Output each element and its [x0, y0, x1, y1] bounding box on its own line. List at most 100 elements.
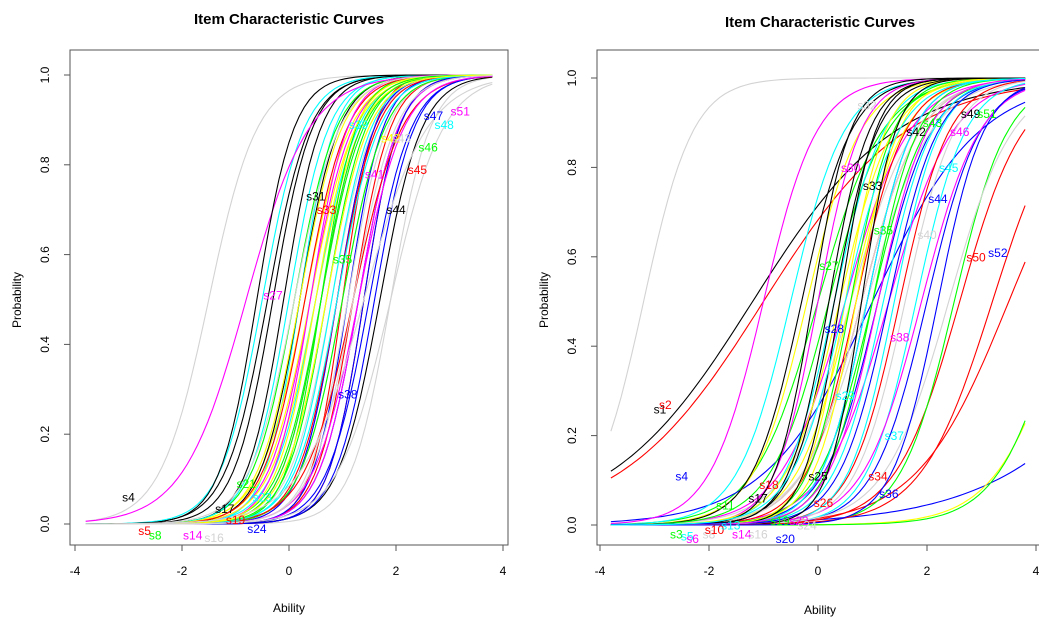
x-tick-label: -4 — [70, 564, 81, 578]
y-tick-label: 0.8 — [38, 156, 52, 173]
item-label-s28: s28 — [825, 322, 845, 336]
item-label-s22: s22 — [789, 514, 809, 528]
item-label-s38: s38 — [890, 331, 910, 345]
item-label-s48: s48 — [434, 118, 454, 132]
item-label-s24: s24 — [797, 518, 817, 532]
y-tick-label: 0.0 — [565, 516, 579, 533]
y-tick-label: 0.4 — [38, 336, 52, 353]
item-label-s27: s27 — [819, 259, 839, 273]
item-label-s5: s5 — [138, 524, 151, 538]
item-label-s21: s21 — [237, 477, 257, 491]
y-tick-label: 0.2 — [565, 427, 579, 444]
y-tick-label: 0.8 — [565, 159, 579, 176]
item-label-s41: s41 — [365, 167, 385, 181]
item-label-s44: s44 — [386, 203, 406, 217]
x-tick-label: 0 — [286, 564, 293, 578]
item-label-s26: s26 — [814, 496, 834, 510]
x-tick-label: 2 — [924, 564, 931, 578]
plot-frame — [596, 49, 1039, 546]
item-label-s18: s18 — [759, 478, 779, 492]
item-label-s45: s45 — [408, 163, 428, 177]
x-tick-label: -4 — [595, 564, 606, 578]
item-label-s42: s42 — [381, 131, 401, 145]
item-label-s46: s46 — [418, 140, 438, 154]
item-label-s44: s44 — [928, 192, 948, 206]
item-label-s27: s27 — [263, 289, 283, 303]
item-label-s4: s4 — [675, 469, 688, 483]
y-tick-label: 0.4 — [565, 338, 579, 355]
item-label-s29: s29 — [836, 389, 856, 403]
item-label-s39: s39 — [349, 118, 369, 132]
x-tick-label: -2 — [704, 564, 715, 578]
y-tick-label: 0.2 — [38, 426, 52, 443]
icc-curve-s22 — [610, 77, 1026, 526]
item-label-s6: s6 — [686, 532, 699, 546]
icc-curve-s52 — [610, 87, 1026, 526]
x-tick-label: 4 — [1033, 564, 1039, 578]
item-label-s14: s14 — [183, 529, 203, 543]
curves — [610, 77, 1026, 526]
item-label-s33: s33 — [863, 179, 883, 193]
x-tick-label: -2 — [177, 564, 188, 578]
item-label-s16: s16 — [748, 527, 768, 541]
icc-curve-s48 — [610, 115, 1026, 526]
item-label-s19: s19 — [770, 514, 790, 528]
y-axis-label: Probability — [10, 272, 24, 328]
right-chart-panel: Item Characteristic Curves Ability Proba… — [537, 14, 1039, 617]
item-label-s43: s43 — [923, 116, 943, 130]
x-axis-label: Ability — [273, 601, 305, 615]
chart-title: Item Characteristic Curves — [725, 14, 915, 31]
item-label-s35: s35 — [874, 223, 894, 237]
icc-curve-s53 — [610, 77, 1026, 526]
item-label-s4: s4 — [122, 491, 135, 505]
item-label-s2: s2 — [659, 398, 672, 412]
item-label-s14: s14 — [732, 527, 752, 541]
item-label-s37: s37 — [885, 429, 905, 443]
item-label-s1: s1 — [654, 402, 667, 416]
icc-curve-s53 — [85, 81, 493, 525]
x-tick-label: 2 — [393, 564, 400, 578]
item-label-s33: s33 — [317, 203, 337, 217]
icc-curve-s1 — [610, 86, 1026, 472]
item-label-s25: s25 — [808, 469, 828, 483]
x-axis-label: Ability — [804, 603, 836, 617]
item-label-s17: s17 — [215, 502, 235, 516]
item-label-s10: s10 — [705, 523, 725, 537]
item-label-s51: s51 — [977, 107, 997, 121]
item-label-s50: s50 — [966, 250, 986, 264]
item-label-s51: s51 — [451, 104, 471, 118]
item-label-s3: s3 — [670, 527, 683, 541]
item-label-s38: s38 — [338, 387, 358, 401]
item-label-s16: s16 — [204, 531, 224, 545]
item-label-s31: s31 — [306, 190, 326, 204]
item-label-s35: s35 — [333, 253, 353, 267]
x-tick-label: 0 — [815, 564, 822, 578]
item-label-s8: s8 — [149, 529, 162, 543]
item-label-s52: s52 — [988, 246, 1008, 260]
x-tick-label: 4 — [500, 564, 507, 578]
item-label-s46: s46 — [950, 125, 970, 139]
item-label-s5: s5 — [681, 530, 694, 544]
item-label-s20: s20 — [776, 532, 796, 546]
item-label-s49: s49 — [961, 107, 981, 121]
y-axis-label: Probability — [537, 272, 551, 328]
item-label-s42: s42 — [906, 125, 926, 139]
curves — [85, 74, 493, 525]
item-label-s24: s24 — [247, 522, 267, 536]
item-label-s11: s11 — [716, 498, 735, 512]
icc-curve-s36 — [85, 74, 493, 525]
y-tick-label: 0.6 — [38, 246, 52, 263]
y-tick-label: 0.0 — [38, 515, 52, 532]
item-label-s19: s19 — [226, 513, 246, 527]
item-label-s30: s30 — [841, 161, 861, 175]
y-tick-label: 1.0 — [565, 69, 579, 86]
item-label-s36: s36 — [879, 487, 899, 501]
y-tick-label: 0.6 — [565, 248, 579, 265]
item-label-s34: s34 — [868, 469, 888, 483]
item-label-s43: s43 — [392, 131, 412, 145]
left-chart-panel: Item Characteristic Curves Ability Proba… — [10, 11, 509, 615]
y-tick-label: 1.0 — [38, 66, 52, 83]
chart-title: Item Characteristic Curves — [194, 11, 384, 28]
item-label-s32: s32 — [857, 98, 877, 112]
